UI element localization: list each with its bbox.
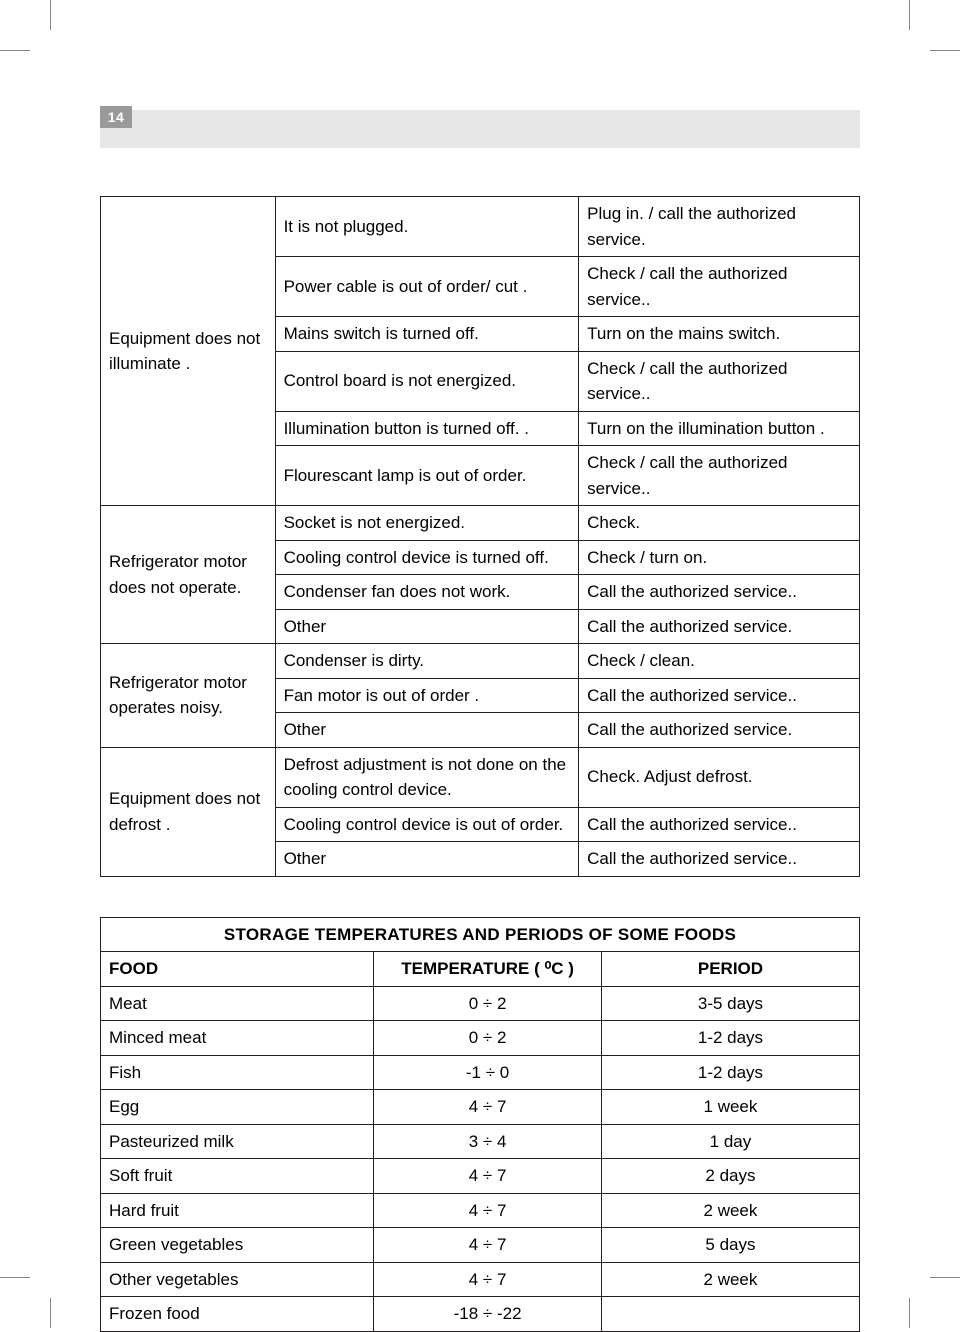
table-row: Egg4 ÷ 71 week — [101, 1090, 860, 1125]
cause-cell: Other — [275, 713, 579, 748]
temperature-cell: 0 ÷ 2 — [374, 986, 602, 1021]
food-cell: Egg — [101, 1090, 374, 1125]
table-row: Equipment does not illuminate .It is not… — [101, 197, 860, 257]
table-row: Hard fruit4 ÷ 72 week — [101, 1193, 860, 1228]
cause-cell: Other — [275, 842, 579, 877]
remedy-cell: Check. Adjust defrost. — [579, 747, 860, 807]
table-row: Equipment does not defrost .Defrost adju… — [101, 747, 860, 807]
period-cell: 1-2 days — [601, 1021, 859, 1056]
temperature-cell: 4 ÷ 7 — [374, 1159, 602, 1194]
crop-mark — [0, 50, 30, 51]
food-cell: Other vegetables — [101, 1262, 374, 1297]
cause-cell: Power cable is out of order/ cut . — [275, 257, 579, 317]
page-number-badge: 14 — [100, 106, 132, 128]
table-row: Minced meat0 ÷ 21-2 days — [101, 1021, 860, 1056]
crop-mark — [50, 0, 51, 30]
storage-col-temperature: TEMPERATURE ( ⁰C ) — [374, 952, 602, 987]
storage-table-title: STORAGE TEMPERATURES AND PERIODS OF SOME… — [101, 917, 860, 952]
remedy-cell: Call the authorized service. — [579, 713, 860, 748]
crop-mark — [930, 50, 960, 51]
remedy-cell: Check / call the authorized service.. — [579, 257, 860, 317]
troubleshooting-table: Equipment does not illuminate .It is not… — [100, 196, 860, 877]
food-cell: Green vegetables — [101, 1228, 374, 1263]
remedy-cell: Plug in. / call the authorized service. — [579, 197, 860, 257]
crop-mark — [909, 1298, 910, 1328]
period-cell: 1 week — [601, 1090, 859, 1125]
crop-mark — [930, 1277, 960, 1278]
page-header-band: 14 — [100, 110, 860, 148]
period-cell: 2 days — [601, 1159, 859, 1194]
remedy-cell: Check / call the authorized service.. — [579, 446, 860, 506]
period-cell: 1 day — [601, 1124, 859, 1159]
period-cell: 1-2 days — [601, 1055, 859, 1090]
remedy-cell: Check / call the authorized service.. — [579, 351, 860, 411]
cause-cell: Condenser fan does not work. — [275, 575, 579, 610]
cause-cell: Control board is not energized. — [275, 351, 579, 411]
temperature-cell: 4 ÷ 7 — [374, 1193, 602, 1228]
cause-cell: Cooling control device is out of order. — [275, 807, 579, 842]
period-cell: 5 days — [601, 1228, 859, 1263]
cause-cell: Socket is not energized. — [275, 506, 579, 541]
remedy-cell: Check / clean. — [579, 644, 860, 679]
cause-cell: Defrost adjustment is not done on the co… — [275, 747, 579, 807]
table-row: Refrigerator motor does not operate.Sock… — [101, 506, 860, 541]
remedy-cell: Call the authorized service.. — [579, 575, 860, 610]
issue-cell: Equipment does not illuminate . — [101, 197, 276, 506]
period-cell — [601, 1297, 859, 1332]
remedy-cell: Call the authorized service. — [579, 609, 860, 644]
period-cell: 2 week — [601, 1262, 859, 1297]
table-row: Other vegetables4 ÷ 72 week — [101, 1262, 860, 1297]
remedy-cell: Call the authorized service.. — [579, 678, 860, 713]
food-cell: Pasteurized milk — [101, 1124, 374, 1159]
temperature-cell: 3 ÷ 4 — [374, 1124, 602, 1159]
cause-cell: Other — [275, 609, 579, 644]
temperature-cell: 4 ÷ 7 — [374, 1228, 602, 1263]
issue-cell: Refrigerator motor does not operate. — [101, 506, 276, 644]
temperature-cell: -18 ÷ -22 — [374, 1297, 602, 1332]
remedy-cell: Call the authorized service.. — [579, 807, 860, 842]
food-cell: Fish — [101, 1055, 374, 1090]
table-row: Pasteurized milk3 ÷ 41 day — [101, 1124, 860, 1159]
crop-mark — [909, 0, 910, 30]
cause-cell: Flourescant lamp is out of order. — [275, 446, 579, 506]
issue-cell: Refrigerator motor operates noisy. — [101, 644, 276, 748]
storage-col-food: FOOD — [101, 952, 374, 987]
remedy-cell: Check. — [579, 506, 860, 541]
cause-cell: Fan motor is out of order . — [275, 678, 579, 713]
remedy-cell: Turn on the illumination button . — [579, 411, 860, 446]
table-row: Fish-1 ÷ 01-2 days — [101, 1055, 860, 1090]
food-cell: Soft fruit — [101, 1159, 374, 1194]
temperature-cell: -1 ÷ 0 — [374, 1055, 602, 1090]
cause-cell: Condenser is dirty. — [275, 644, 579, 679]
temperature-cell: 0 ÷ 2 — [374, 1021, 602, 1056]
table-row: Frozen food-18 ÷ -22 — [101, 1297, 860, 1332]
food-cell: Minced meat — [101, 1021, 374, 1056]
table-row: Refrigerator motor operates noisy.Conden… — [101, 644, 860, 679]
food-cell: Meat — [101, 986, 374, 1021]
storage-table: STORAGE TEMPERATURES AND PERIODS OF SOME… — [100, 917, 860, 1332]
crop-mark — [50, 1298, 51, 1328]
food-cell: Hard fruit — [101, 1193, 374, 1228]
remedy-cell: Turn on the mains switch. — [579, 317, 860, 352]
temperature-cell: 4 ÷ 7 — [374, 1090, 602, 1125]
cause-cell: Illumination button is turned off. . — [275, 411, 579, 446]
period-cell: 2 week — [601, 1193, 859, 1228]
period-cell: 3-5 days — [601, 986, 859, 1021]
remedy-cell: Call the authorized service.. — [579, 842, 860, 877]
cause-cell: Cooling control device is turned off. — [275, 540, 579, 575]
cause-cell: It is not plugged. — [275, 197, 579, 257]
cause-cell: Mains switch is turned off. — [275, 317, 579, 352]
temperature-cell: 4 ÷ 7 — [374, 1262, 602, 1297]
table-row: Meat0 ÷ 23-5 days — [101, 986, 860, 1021]
page-content: 14 Equipment does not illuminate .It is … — [100, 110, 860, 1332]
storage-col-period: PERIOD — [601, 952, 859, 987]
issue-cell: Equipment does not defrost . — [101, 747, 276, 876]
table-row: Green vegetables4 ÷ 75 days — [101, 1228, 860, 1263]
table-row: Soft fruit4 ÷ 72 days — [101, 1159, 860, 1194]
food-cell: Frozen food — [101, 1297, 374, 1332]
crop-mark — [0, 1277, 30, 1278]
remedy-cell: Check / turn on. — [579, 540, 860, 575]
